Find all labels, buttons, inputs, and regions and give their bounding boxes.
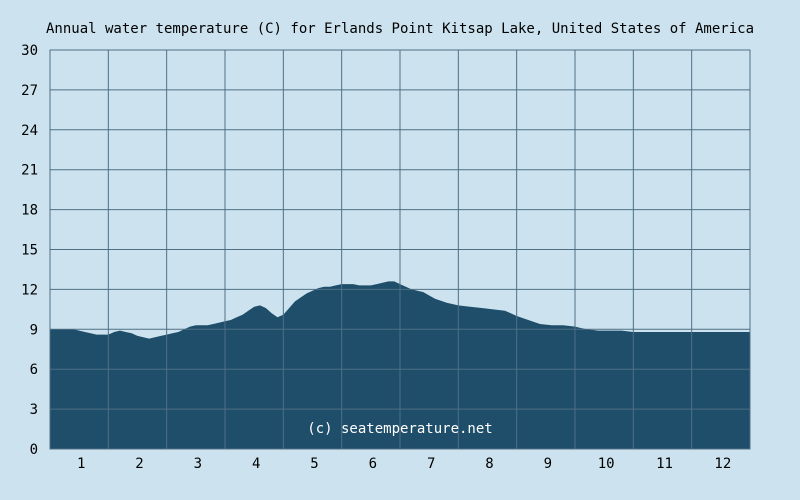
- x-tick-label: 7: [427, 456, 435, 472]
- y-tick-label: 24: [21, 123, 38, 139]
- x-tick-label: 1: [77, 456, 85, 472]
- y-tick-label: 0: [30, 442, 38, 458]
- x-tick-label: 10: [598, 456, 615, 472]
- y-tick-label: 12: [21, 282, 38, 298]
- x-tick-label: 5: [310, 456, 318, 472]
- x-tick-label: 11: [656, 456, 673, 472]
- y-tick-label: 30: [21, 43, 38, 59]
- x-tick-label: 12: [714, 456, 731, 472]
- y-tick-label: 21: [21, 163, 38, 179]
- chart-title: Annual water temperature (C) for Erlands…: [46, 21, 754, 37]
- x-tick-label: 8: [485, 456, 493, 472]
- x-tick-label: 9: [544, 456, 552, 472]
- y-tick-label: 9: [30, 322, 38, 338]
- y-tick-label: 27: [21, 83, 38, 99]
- y-tick-label: 3: [30, 402, 38, 418]
- x-tick-label: 3: [194, 456, 202, 472]
- y-tick-label: 18: [21, 203, 38, 219]
- watermark: (c) seatemperature.net: [307, 421, 492, 437]
- x-tick-label: 4: [252, 456, 260, 472]
- x-tick-label: 2: [135, 456, 143, 472]
- x-tick-label: 6: [369, 456, 377, 472]
- y-tick-label: 15: [21, 243, 38, 259]
- y-tick-label: 6: [30, 362, 38, 378]
- plot-border: [49, 49, 751, 450]
